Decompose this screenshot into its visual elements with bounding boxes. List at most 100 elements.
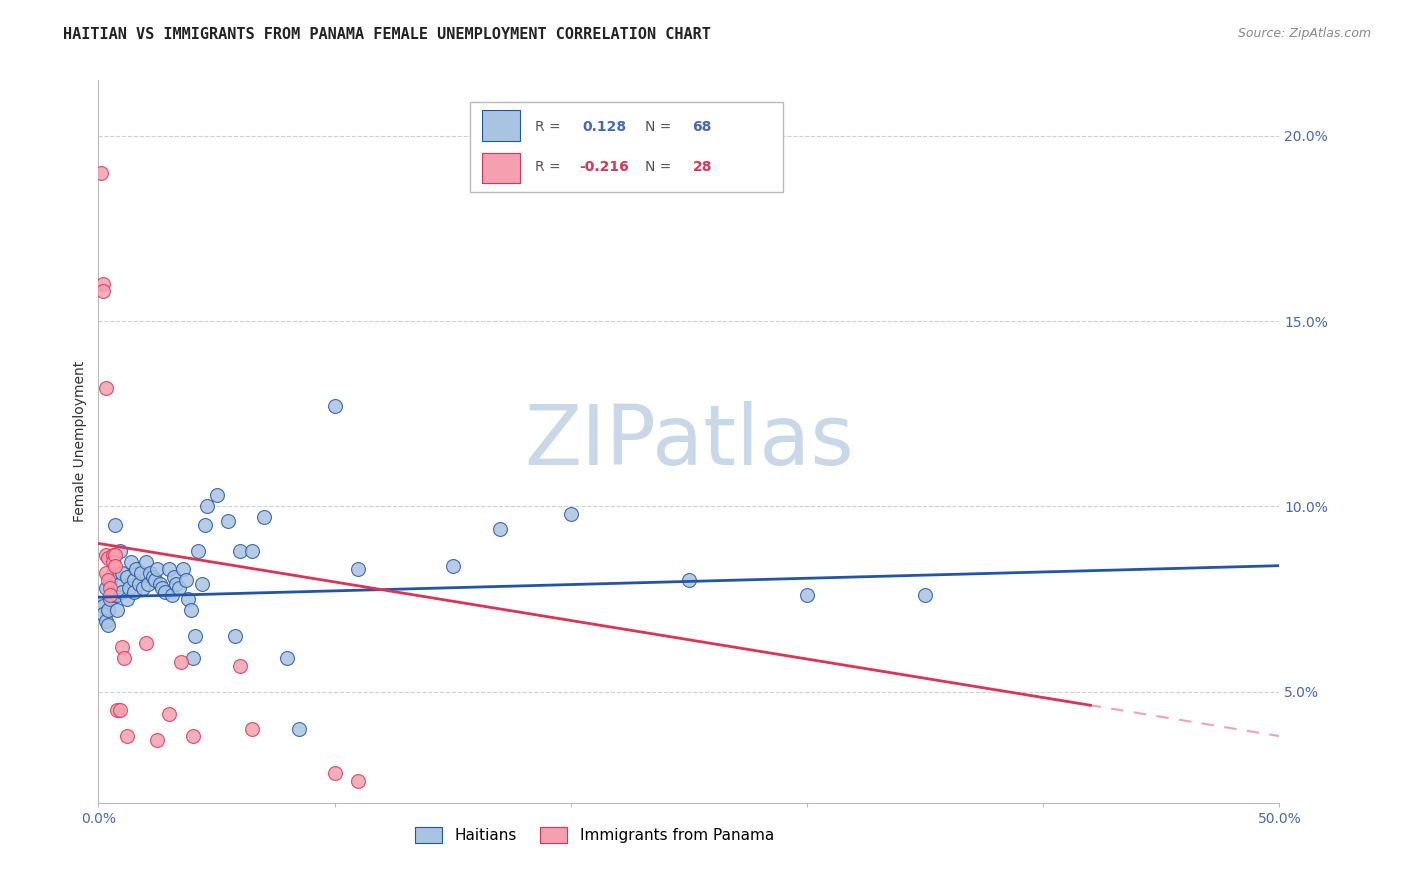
Point bbox=[135, 555, 157, 569]
Point bbox=[153, 584, 176, 599]
Point bbox=[111, 640, 134, 655]
Point bbox=[217, 514, 239, 528]
Point bbox=[165, 577, 187, 591]
Text: N =: N = bbox=[645, 120, 676, 134]
Point bbox=[121, 555, 143, 569]
Point bbox=[149, 577, 172, 591]
Point bbox=[97, 603, 120, 617]
Point bbox=[146, 732, 169, 747]
Text: N =: N = bbox=[645, 160, 676, 174]
Point bbox=[181, 729, 204, 743]
Point bbox=[253, 510, 276, 524]
Point bbox=[205, 488, 228, 502]
Point bbox=[122, 584, 145, 599]
Point bbox=[125, 562, 148, 576]
Point bbox=[101, 566, 124, 580]
Point bbox=[157, 706, 180, 721]
Point bbox=[132, 581, 155, 595]
Point bbox=[172, 562, 194, 576]
Point bbox=[347, 773, 370, 788]
Point bbox=[101, 548, 124, 562]
Point bbox=[91, 607, 114, 621]
Point bbox=[136, 577, 159, 591]
Point bbox=[98, 592, 121, 607]
Point bbox=[288, 722, 311, 736]
Point bbox=[240, 544, 263, 558]
Point bbox=[90, 596, 112, 610]
FancyBboxPatch shape bbox=[471, 102, 783, 193]
Point bbox=[115, 729, 138, 743]
Point bbox=[177, 592, 200, 607]
Point bbox=[111, 584, 134, 599]
Point bbox=[129, 566, 152, 580]
Point bbox=[323, 766, 346, 780]
Point bbox=[150, 581, 173, 595]
Point bbox=[94, 581, 117, 595]
Point bbox=[174, 574, 197, 588]
Point bbox=[94, 381, 117, 395]
Point bbox=[115, 592, 138, 607]
Point bbox=[142, 570, 165, 584]
Point bbox=[143, 574, 166, 588]
Point bbox=[105, 603, 128, 617]
Point bbox=[323, 400, 346, 414]
Y-axis label: Female Unemployment: Female Unemployment bbox=[73, 361, 87, 522]
Point bbox=[157, 562, 180, 576]
Point bbox=[105, 588, 128, 602]
Text: R =: R = bbox=[536, 160, 565, 174]
Point bbox=[118, 581, 141, 595]
Point bbox=[128, 577, 150, 591]
Point bbox=[91, 285, 114, 299]
Point bbox=[191, 577, 214, 591]
Text: 0.128: 0.128 bbox=[582, 120, 627, 134]
Point bbox=[101, 555, 124, 569]
Point bbox=[98, 581, 121, 595]
Point bbox=[441, 558, 464, 573]
Point bbox=[104, 517, 127, 532]
Text: Source: ZipAtlas.com: Source: ZipAtlas.com bbox=[1237, 27, 1371, 40]
Point bbox=[108, 577, 131, 591]
Point bbox=[914, 588, 936, 602]
Point bbox=[101, 588, 124, 602]
Point bbox=[240, 722, 263, 736]
Point bbox=[94, 548, 117, 562]
Point bbox=[108, 544, 131, 558]
Point bbox=[122, 574, 145, 588]
Point bbox=[678, 574, 700, 588]
Point bbox=[91, 599, 114, 614]
Text: R =: R = bbox=[536, 120, 565, 134]
Point bbox=[229, 658, 252, 673]
Point bbox=[195, 500, 218, 514]
Point bbox=[111, 566, 134, 580]
Point bbox=[163, 570, 186, 584]
Point bbox=[167, 581, 190, 595]
Point bbox=[489, 522, 512, 536]
Point bbox=[146, 562, 169, 576]
Text: 68: 68 bbox=[693, 120, 711, 134]
Point bbox=[94, 566, 117, 580]
Point bbox=[135, 636, 157, 650]
Text: HAITIAN VS IMMIGRANTS FROM PANAMA FEMALE UNEMPLOYMENT CORRELATION CHART: HAITIAN VS IMMIGRANTS FROM PANAMA FEMALE… bbox=[63, 27, 711, 42]
Point bbox=[94, 614, 117, 628]
Point bbox=[181, 651, 204, 665]
FancyBboxPatch shape bbox=[482, 111, 520, 141]
Point bbox=[97, 574, 120, 588]
Point bbox=[105, 703, 128, 717]
Point bbox=[184, 629, 207, 643]
FancyBboxPatch shape bbox=[482, 153, 520, 183]
Point bbox=[115, 570, 138, 584]
Text: -0.216: -0.216 bbox=[579, 160, 628, 174]
Point bbox=[98, 588, 121, 602]
Legend: Haitians, Immigrants from Panama: Haitians, Immigrants from Panama bbox=[409, 822, 780, 849]
Point bbox=[170, 655, 193, 669]
Point bbox=[90, 166, 112, 180]
Point bbox=[112, 651, 135, 665]
Point bbox=[108, 703, 131, 717]
Point bbox=[187, 544, 209, 558]
Point bbox=[194, 517, 217, 532]
Point bbox=[160, 588, 183, 602]
Point bbox=[104, 558, 127, 573]
Point bbox=[347, 562, 370, 576]
Point bbox=[796, 588, 818, 602]
Point bbox=[224, 629, 246, 643]
